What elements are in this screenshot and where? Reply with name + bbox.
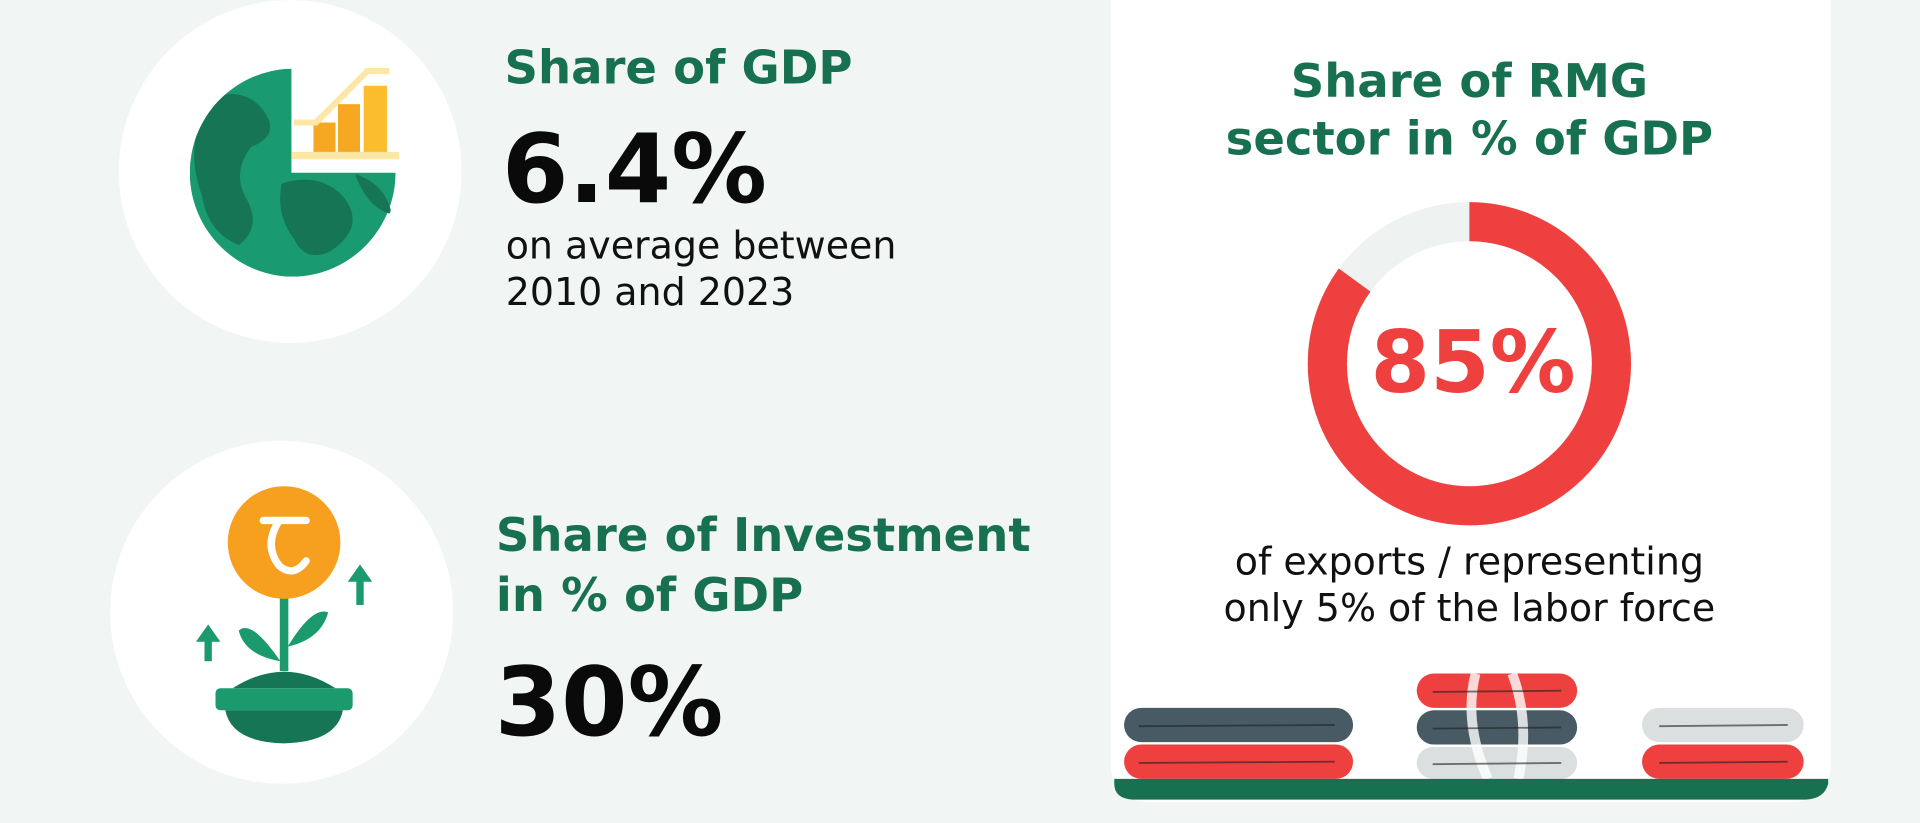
donut-label: 85% (1370, 313, 1575, 413)
rmg-title: sector in % of GDP (1226, 111, 1713, 165)
gdp-note: 2010 and 2023 (506, 270, 795, 314)
plant-icon (195, 486, 373, 744)
investment-value: 30% (495, 646, 724, 758)
rmg-title: Share of RMG (1291, 54, 1648, 108)
card (1110, 0, 1831, 803)
donut-arc (1307, 202, 1632, 526)
fabric-rolls (1114, 671, 1829, 800)
gdp-value: 6.4% (502, 113, 767, 225)
investment-title: in % of GDP (496, 568, 803, 622)
rmg-note: only 5% of the labor force (1224, 586, 1716, 630)
gdp-note: on average between (506, 223, 897, 267)
gdp-title: Share of GDP (504, 40, 852, 94)
rmg-note: of exports / representing (1235, 539, 1704, 583)
globe-icon (189, 68, 400, 277)
investment-title: Share of Investment (496, 508, 1031, 562)
